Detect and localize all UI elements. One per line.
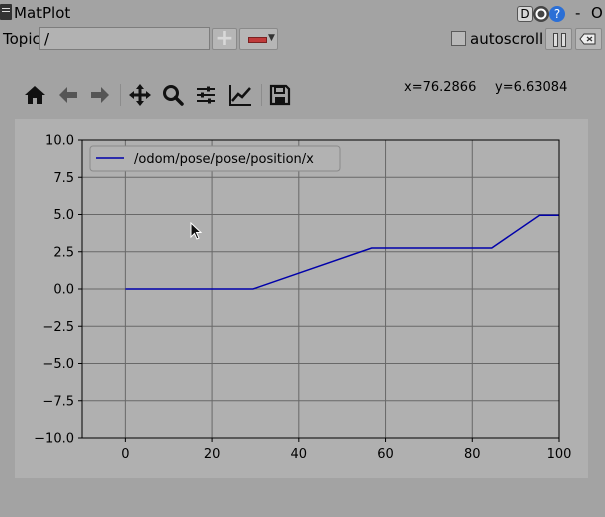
x-tick-label: 20 [204, 447, 221, 462]
x-tick-label: 0 [121, 447, 129, 462]
mouse-cursor-icon [190, 222, 203, 240]
legend-box [89, 145, 341, 172]
pause-button[interactable] [545, 28, 572, 50]
clear-button[interactable] [575, 28, 602, 50]
toolbar-separator [120, 84, 121, 106]
minimize-button[interactable]: - [575, 4, 581, 22]
edit-axes-icon[interactable] [227, 82, 253, 108]
plus-icon: + [215, 26, 234, 51]
settings-icon[interactable] [533, 6, 549, 22]
topic-label: Topic [3, 30, 41, 48]
legend: /odom/pose/pose/position/x [89, 145, 341, 172]
autoscroll-label: autoscroll [470, 30, 544, 48]
remove-topic-button[interactable]: ▼ [239, 28, 278, 50]
legend-entry: /odom/pose/pose/position/x [134, 152, 314, 167]
configure-subplots-icon[interactable] [193, 82, 219, 108]
cursor-y-readout: y=6.63084 [495, 80, 568, 95]
series-line [125, 214, 559, 290]
topic-input[interactable] [39, 27, 210, 50]
title-bar [0, 0, 605, 26]
chevron-down-icon: ▼ [268, 33, 275, 43]
window-title: MatPlot [14, 4, 71, 22]
toolbar-separator [261, 84, 262, 106]
home-icon[interactable] [22, 82, 48, 108]
y-tick-label: 5.0 [53, 208, 74, 223]
x-tick-label: 40 [291, 447, 308, 462]
y-tick-label: −5.0 [42, 357, 74, 372]
y-tick-label: 2.5 [53, 245, 74, 260]
minus-icon [248, 37, 267, 43]
y-tick-label: 10.0 [45, 134, 74, 149]
close-button[interactable]: O [591, 4, 603, 22]
pause-icon [553, 33, 558, 47]
zoom-icon[interactable] [160, 82, 186, 108]
cursor-x-readout: x=76.2866 [404, 80, 477, 95]
autoscroll-checkbox[interactable] [451, 31, 466, 46]
forward-arrow-icon[interactable] [87, 82, 113, 108]
help-icon[interactable]: ? [549, 6, 565, 22]
plot-canvas[interactable]: 0 20 40 60 80 100 10.0 7.5 5.0 2.5 0.0 −2.5 −5.0 −7.5… [15, 119, 588, 478]
x-tick-label: 60 [377, 447, 394, 462]
y-tick-label: −10.0 [34, 432, 74, 447]
y-tick-label: 7.5 [53, 171, 74, 186]
plot-figure[interactable]: 0 20 40 60 80 100 10.0 7.5 5.0 2.5 0.0 −2.5 −5.0 −7.5… [15, 119, 588, 478]
y-tick-label: −2.5 [42, 320, 74, 335]
save-icon[interactable] [267, 82, 293, 108]
app-icon [0, 4, 12, 20]
d-button[interactable]: D [517, 6, 533, 22]
backspace-icon [579, 33, 596, 45]
pan-icon[interactable] [127, 82, 153, 108]
add-topic-button[interactable]: + [212, 28, 237, 50]
y-tick-label: −7.5 [42, 394, 74, 409]
back-arrow-icon[interactable] [55, 82, 81, 108]
x-tick-label: 80 [464, 447, 481, 462]
x-tick-label: 100 [547, 447, 572, 462]
y-tick-label: 0.0 [53, 283, 74, 298]
